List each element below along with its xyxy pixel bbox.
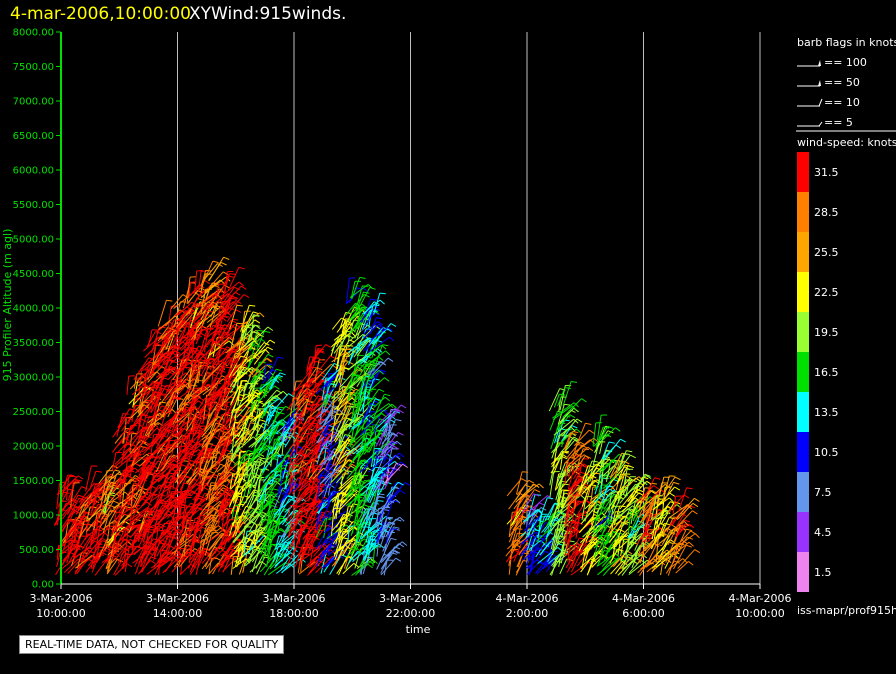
wind-barb-flag (254, 316, 260, 317)
wind-barb-flag (237, 305, 243, 306)
wind-barb-flag (358, 355, 364, 356)
wind-barb-flag (338, 348, 344, 349)
wind-barb-flag (242, 381, 248, 382)
wind-barb-flag (82, 516, 88, 517)
wind-barb-flag (380, 293, 386, 294)
wind-barb-flag (345, 349, 351, 350)
header-time: 4-mar-2006,10:00:00 (10, 4, 191, 24)
wind-barb-flag (132, 433, 138, 434)
wind-barb-flag (332, 542, 338, 543)
wind-barb-flag (230, 274, 236, 275)
wind-barb-flag (378, 501, 384, 502)
wind-barb-flag (211, 483, 217, 484)
wind-barb-flag (206, 311, 212, 312)
wind-barb-flag (271, 407, 277, 408)
wind-barb-flag (363, 397, 369, 398)
wind-barb-flag (197, 271, 203, 272)
header-title: XYWind:915winds. (189, 4, 346, 24)
wind-barb-flag (372, 532, 378, 533)
wind-barb-flag (516, 529, 522, 530)
